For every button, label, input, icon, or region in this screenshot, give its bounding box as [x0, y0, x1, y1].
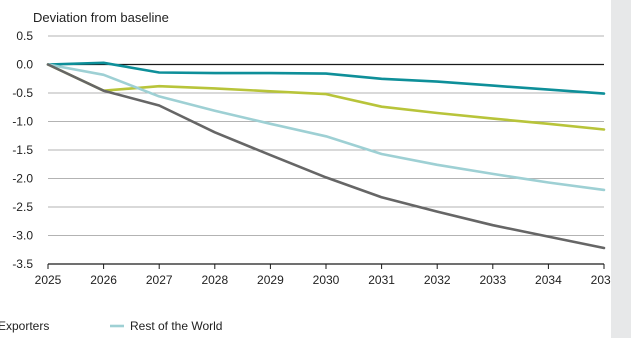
x-tick-label: 2027	[146, 273, 173, 287]
x-tick-label: 2032	[424, 273, 451, 287]
y-tick-label: -2.0	[12, 172, 33, 186]
y-tick-label: -1.0	[12, 115, 33, 129]
x-tick-label: 2034	[535, 273, 562, 287]
y-tick-label: 0.0	[16, 58, 33, 72]
x-tick-label: 2030	[313, 273, 340, 287]
x-tick-label: 2033	[479, 273, 506, 287]
x-tick-label: 2028	[201, 273, 228, 287]
series-line-2	[46, 63, 606, 131]
legend: Exporters Rest of the World	[0, 319, 222, 333]
x-tick-label: 2031	[368, 273, 395, 287]
legend-label-exporters: Exporters	[0, 319, 49, 333]
series-line-3	[46, 63, 606, 192]
x-tick-label: 2029	[257, 273, 284, 287]
y-tick-label: -0.5	[12, 86, 33, 100]
series-line-4	[46, 63, 606, 250]
y-axis-label: Deviation from baseline	[33, 10, 169, 25]
legend-label-rest-of-world: Rest of the World	[130, 319, 222, 333]
y-tick-label: -3.5	[12, 257, 33, 271]
y-tick-label: -2.5	[12, 200, 33, 214]
x-tick-label: 2025	[35, 273, 62, 287]
series-lines	[46, 61, 606, 250]
x-tick-label: 2035	[591, 273, 618, 287]
side-panel	[611, 0, 631, 338]
y-tick-label: 0.5	[16, 29, 33, 43]
series-line-1	[46, 61, 606, 95]
x-tick-label: 2026	[90, 273, 117, 287]
y-tick-label: -1.5	[12, 143, 33, 157]
y-tick-label: -3.0	[12, 229, 33, 243]
